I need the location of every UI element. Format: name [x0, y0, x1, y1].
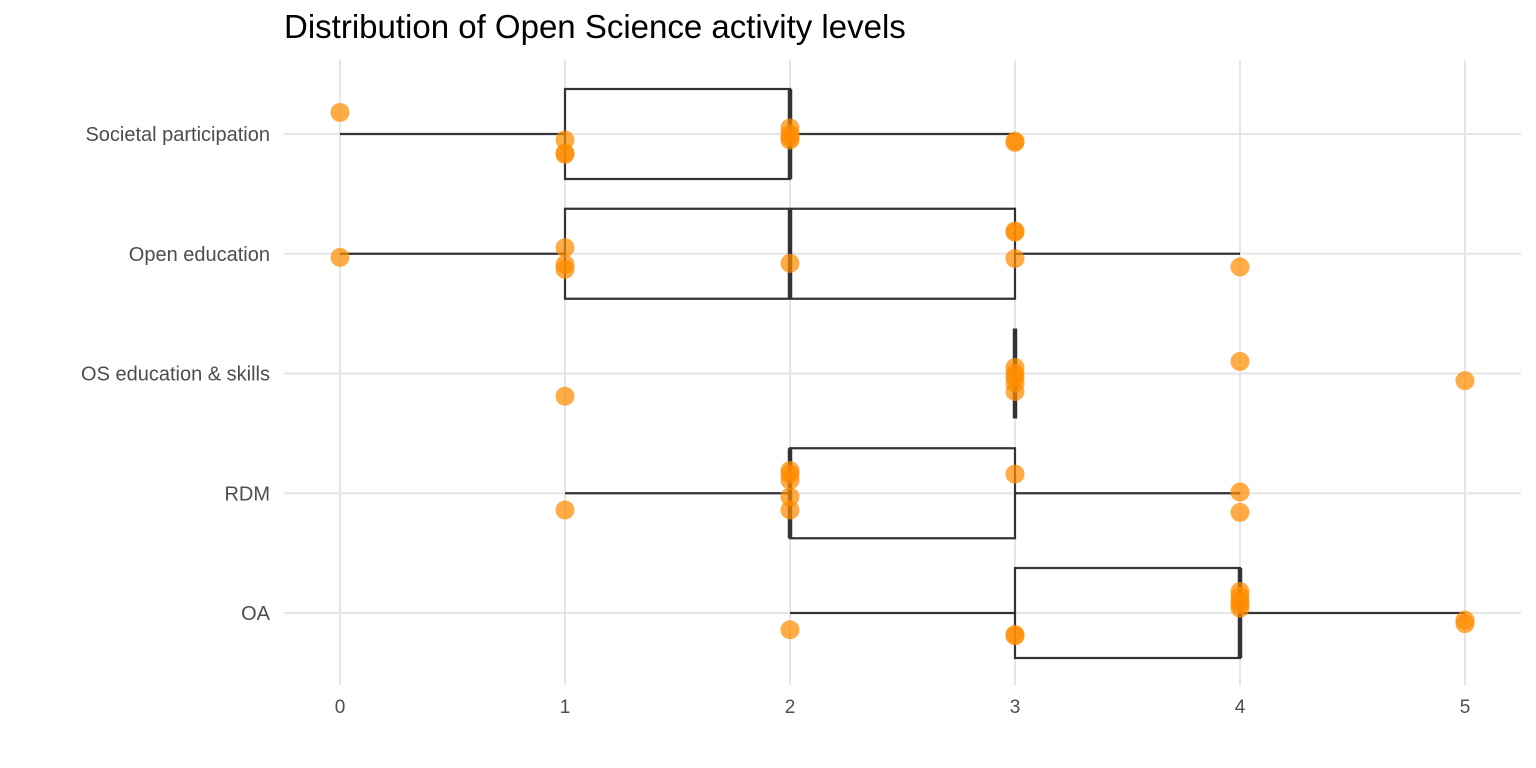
category-label: Societal participation	[85, 124, 270, 146]
data-point	[330, 247, 350, 267]
whiskers	[340, 132, 1465, 615]
iqr-box	[788, 447, 1017, 540]
x-tick-label: 0	[335, 697, 346, 718]
data-point	[1455, 371, 1475, 391]
data-point	[555, 500, 575, 520]
x-tick-label: 4	[1235, 697, 1246, 718]
x-tick-label: 2	[785, 697, 796, 718]
data-points	[330, 102, 1475, 646]
category-label: OS education & skills	[81, 364, 270, 386]
x-tick-label: 3	[1010, 697, 1021, 718]
data-point	[555, 238, 575, 258]
x-tick-label: 5	[1460, 697, 1471, 718]
data-point	[1005, 132, 1025, 152]
data-point	[780, 118, 800, 138]
data-point	[1230, 482, 1250, 502]
grid-lines	[284, 60, 1521, 685]
data-point	[1230, 502, 1250, 522]
data-point	[1005, 464, 1025, 484]
data-point	[1230, 598, 1250, 618]
data-point	[1005, 222, 1025, 242]
iqr-box	[1013, 566, 1242, 660]
category-labels: Societal participation Open education OS e…	[81, 124, 271, 625]
x-tick-labels: 0 1 2 3 4 5	[335, 697, 1471, 718]
data-point	[555, 130, 575, 150]
iqr-box	[563, 87, 792, 181]
data-point	[555, 144, 575, 164]
data-point	[1005, 381, 1025, 401]
category-label: RDM	[224, 483, 270, 505]
data-point	[780, 487, 800, 507]
data-point	[1005, 626, 1025, 646]
data-point	[780, 470, 800, 490]
data-point	[1455, 614, 1475, 634]
data-point	[555, 386, 575, 406]
category-label: Open education	[129, 244, 270, 266]
data-point	[1230, 352, 1250, 372]
data-point	[330, 102, 350, 122]
data-point	[780, 500, 800, 520]
data-point	[1005, 249, 1025, 269]
chart-title: Distribution of Open Science activity le…	[284, 8, 906, 45]
data-point	[780, 253, 800, 273]
data-point	[1230, 257, 1250, 277]
data-point	[555, 259, 575, 279]
category-label: OA	[241, 603, 271, 625]
data-point	[780, 620, 800, 640]
x-tick-label: 1	[560, 697, 571, 718]
